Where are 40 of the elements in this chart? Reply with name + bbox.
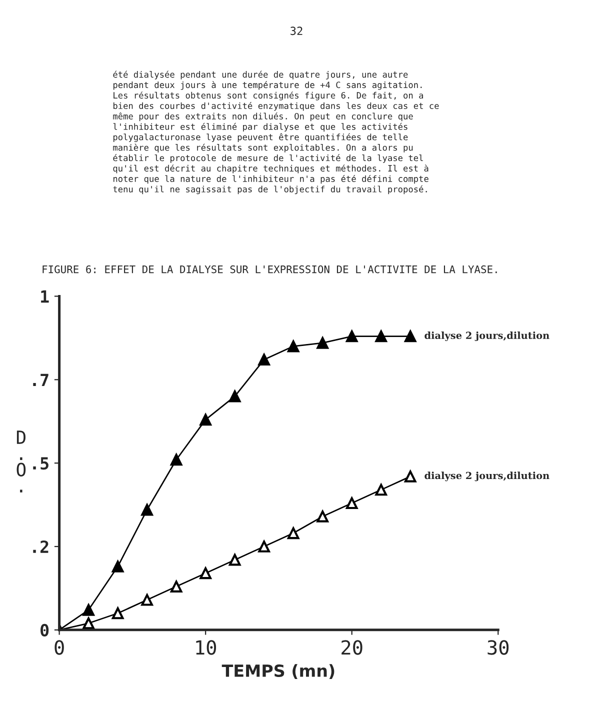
point (141, 594, 153, 606)
x-axis-title: TEMPS (mn) (222, 664, 334, 679)
point (404, 470, 416, 482)
y-tick-label: .5 (33, 457, 48, 470)
point (200, 414, 212, 426)
y-axis-title: D.O. (16, 430, 26, 492)
point (82, 617, 94, 630)
point (287, 340, 300, 352)
point (258, 354, 270, 366)
chart-title: FIGURE 6: EFFET DE LA DIALYSE SUR L'EXPRESSION DE L'ACTIVITE DE LA LYASE. (42, 265, 497, 274)
y-tick-label: .2 (33, 540, 48, 553)
x-tick-label: 30 (488, 640, 509, 655)
point (228, 390, 241, 402)
point (404, 330, 416, 342)
series-label: dialyse 2 jours,dilution (424, 332, 550, 342)
point (112, 560, 124, 572)
point (316, 337, 328, 349)
y-tick-label: 0 (40, 624, 49, 637)
point (316, 510, 328, 522)
x-tick-label: 10 (196, 640, 216, 655)
point (200, 567, 212, 580)
x-tick-label: 20 (342, 640, 362, 655)
point (141, 504, 153, 516)
point (170, 580, 182, 592)
point (375, 484, 388, 496)
x-tick-label: 0 (54, 640, 64, 655)
y-tick-label: 1 (41, 290, 49, 303)
point (258, 540, 270, 552)
text: été dialysée pendant une durée de quatre jours, une autre pendant deux jours à une température de +4 C sans agitation. Les résultats obtenus sont consignés figure 6. De fait, on a bien des courbes d'activité enzymatique dans les deux cas et ce même pour des extraits non dilués. On peut en conclure que l'inhibiteur est éliminé par dialyse et que les activités polygalacturonase lyase peuvent être quantifiées de telle manière que les résultats sont exploitables. On a alors pu établir le protocole de mesure de l'activité de la lyase tel qu'il est décrit au chapitre techniques et méthodes. Il est à noter que la nature de l'inhibiteur n'a pas été défini compte tenu qu'il ne sagissait pas de l'objectif du travail proposé. (113, 70, 439, 194)
point (375, 330, 388, 342)
text: 32 (290, 26, 302, 36)
series-label: dialyse 2 jours,dilution (424, 472, 550, 482)
point (346, 497, 358, 510)
point (228, 554, 241, 566)
point (287, 527, 300, 540)
point (112, 607, 124, 620)
point (170, 454, 182, 466)
point (346, 330, 358, 342)
y-tick-label: .7 (33, 374, 48, 386)
point (82, 604, 94, 616)
